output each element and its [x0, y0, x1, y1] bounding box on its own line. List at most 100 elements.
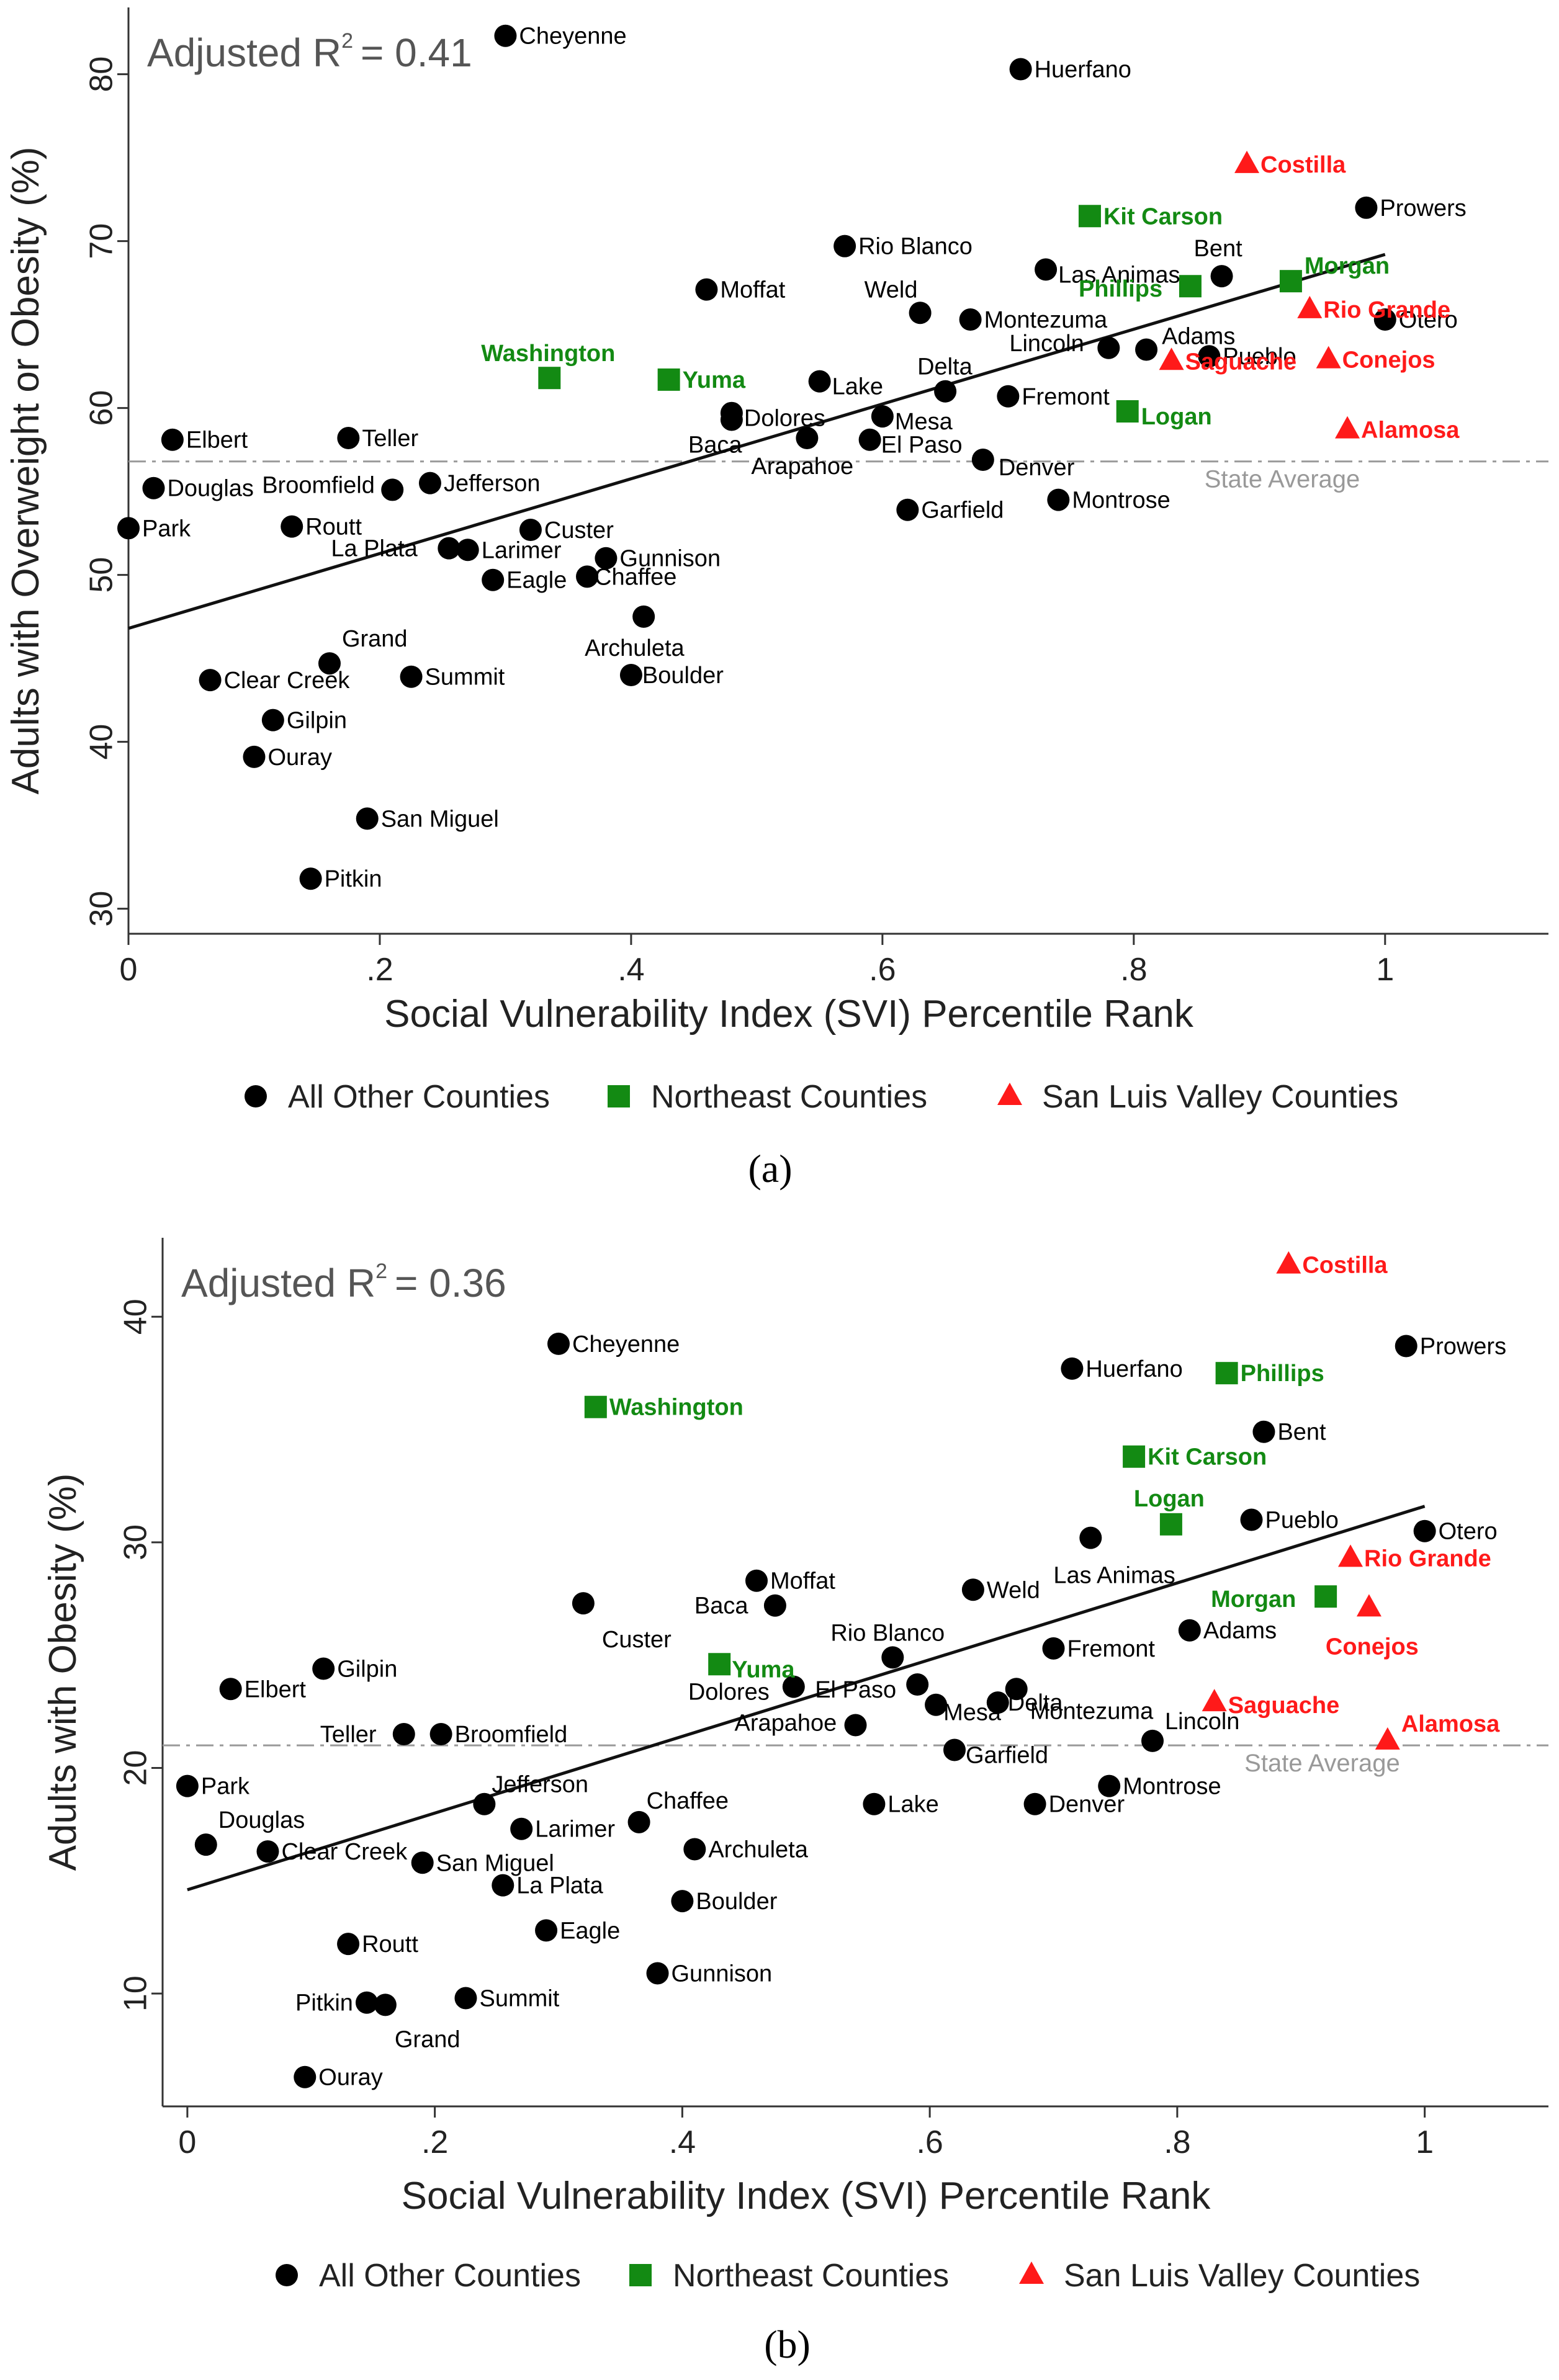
x-tick-label: .4 — [669, 2124, 696, 2160]
x-tick-label: 1 — [1376, 952, 1394, 988]
point-label: Archuleta — [585, 635, 685, 661]
point-label: Park — [201, 1774, 250, 1800]
point-other-county — [456, 539, 479, 561]
state-average-label: State Average — [1205, 466, 1360, 493]
point-other-county — [256, 1840, 279, 1863]
point-label: Larimer — [482, 537, 562, 563]
point-other-county — [959, 308, 982, 331]
r2-exponent: 2 — [341, 29, 353, 53]
point-label: Pueblo — [1265, 1508, 1339, 1534]
point-label: Yuma — [732, 1657, 795, 1683]
point-other-county — [745, 1569, 768, 1592]
point-other-county — [142, 476, 165, 499]
point-label: Elbert — [245, 1676, 307, 1702]
point-northeast-county — [1314, 1585, 1337, 1608]
point-other-county — [1023, 1792, 1046, 1815]
legend-label: Northeast Counties — [673, 2258, 949, 2294]
point-label: Adams — [1162, 323, 1235, 349]
point-label: Adams — [1203, 1618, 1277, 1644]
point-slv-county — [1159, 347, 1184, 370]
point-label: Huerfano — [1085, 1356, 1182, 1382]
point-slv-county — [1297, 295, 1323, 318]
point-label: Washington — [481, 341, 615, 367]
point-label: Gunnison — [672, 1961, 773, 1987]
point-label: Prowers — [1420, 1334, 1506, 1360]
point-other-county — [473, 1792, 496, 1815]
point-other-county — [909, 302, 932, 324]
r2-exponent: 2 — [375, 1259, 387, 1283]
point-label: Grand — [342, 626, 408, 652]
point-other-county — [1098, 1774, 1121, 1797]
point-label: Saguache — [1228, 1693, 1340, 1719]
point-label: Yuma — [683, 367, 746, 393]
adjusted-r2-annotation: Adjusted R2 = 0.41 — [147, 29, 472, 75]
point-northeast-county — [1123, 1445, 1146, 1468]
point-other-county — [763, 1594, 786, 1617]
point-label: Lake — [887, 1792, 938, 1818]
y-tick-label: 70 — [84, 223, 120, 259]
point-label: Morgan — [1211, 1586, 1296, 1613]
legend-circle-icon — [276, 2264, 298, 2286]
point-other-county — [782, 1675, 805, 1698]
point-other-county — [510, 1817, 533, 1840]
point-other-county — [595, 547, 618, 570]
y-axis-title: Adults with Overweight or Obesity (%) — [4, 146, 47, 794]
y-tick-label: 40 — [84, 724, 120, 760]
point-label: Dolores — [688, 1680, 770, 1706]
point-other-county — [925, 1693, 948, 1716]
point-label: Teller — [320, 1722, 377, 1748]
point-label: Alamosa — [1401, 1711, 1500, 1737]
point-other-county — [161, 428, 184, 451]
point-label: Broomfield — [455, 1722, 568, 1748]
point-other-county — [519, 518, 542, 541]
point-label: Baca — [694, 1593, 748, 1619]
point-other-county — [355, 1991, 378, 2014]
point-label: Montezuma — [984, 307, 1108, 333]
point-other-county — [400, 665, 423, 688]
panel-label: (b) — [764, 2322, 811, 2366]
point-northeast-county — [1078, 205, 1101, 228]
point-other-county — [176, 1774, 199, 1797]
point-other-county — [1135, 338, 1158, 361]
point-label: Jefferson — [444, 471, 541, 497]
point-label: San Miguel — [381, 806, 499, 832]
point-label: Custer — [544, 517, 614, 544]
state-average-label: State Average — [1244, 1750, 1400, 1777]
point-label: Kit Carson — [1148, 1444, 1267, 1470]
point-other-county — [294, 2065, 317, 2088]
point-other-county — [871, 405, 894, 428]
point-other-county — [881, 1646, 904, 1669]
point-other-county — [1373, 308, 1396, 331]
point-other-county — [1210, 265, 1233, 288]
point-label: Kit Carson — [1103, 204, 1223, 230]
point-other-county — [1240, 1508, 1263, 1531]
legend-circle-icon — [245, 1085, 267, 1107]
point-other-county — [1097, 336, 1120, 359]
point-slv-county — [1375, 1727, 1400, 1750]
point-other-county — [547, 1332, 570, 1355]
point-label: Ouray — [267, 745, 331, 771]
point-label: Douglas — [167, 476, 253, 502]
point-other-county — [858, 428, 881, 451]
point-label: Lake — [832, 374, 883, 400]
y-tick-label: 60 — [84, 390, 120, 426]
point-label: El Paso — [815, 1677, 896, 1703]
r2-value: = 0.36 — [395, 1261, 506, 1305]
legend-label: All Other Counties — [319, 2258, 581, 2294]
point-other-county — [572, 1592, 595, 1615]
point-label: Grand — [395, 2026, 461, 2052]
point-other-county — [381, 478, 404, 501]
point-label: Huerfano — [1035, 57, 1131, 83]
point-other-county — [411, 1851, 434, 1874]
x-axis-title: Social Vulnerability Index (SVI) Percent… — [402, 2175, 1211, 2217]
x-axis-title: Social Vulnerability Index (SVI) Percent… — [384, 993, 1194, 1036]
point-label: Larimer — [535, 1817, 615, 1843]
point-label: Teller — [362, 426, 418, 452]
y-tick-label: 40 — [118, 1299, 154, 1335]
point-label: La Plata — [331, 536, 418, 562]
r2-prefix: Adjusted R — [181, 1261, 375, 1305]
x-tick-label: 0 — [120, 952, 138, 988]
point-label: Phillips — [1079, 276, 1162, 302]
point-label: Chaffee — [647, 1788, 729, 1814]
fit-line — [187, 1505, 1426, 1892]
